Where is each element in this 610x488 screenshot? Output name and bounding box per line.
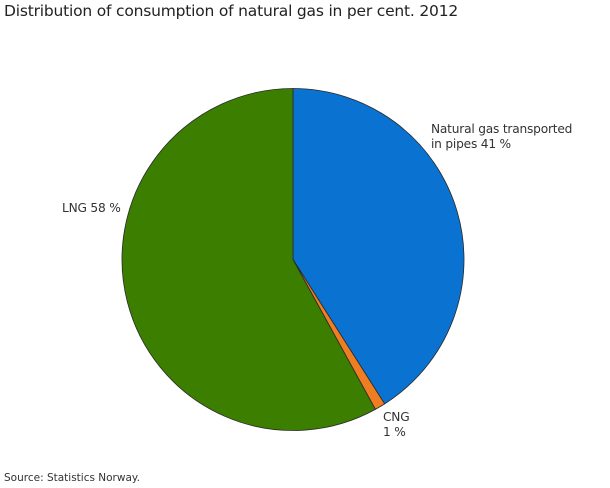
label-lng: LNG 58 % xyxy=(62,201,121,215)
label-pipes: Natural gas transported in pipes 41 % xyxy=(431,122,572,152)
label-cng-line1: CNG xyxy=(383,410,410,424)
label-cng: CNG 1 % xyxy=(383,410,410,440)
label-pipes-line1: Natural gas transported xyxy=(431,122,573,136)
chart-title: Distribution of consumption of natural g… xyxy=(4,2,459,20)
source-note: Source: Statistics Norway. xyxy=(4,472,140,484)
slice-lng xyxy=(121,88,376,431)
label-cng-line2: 1 % xyxy=(383,425,406,439)
label-pipes-line2: in pipes 41 % xyxy=(431,137,511,151)
slice-pipes xyxy=(292,88,465,405)
